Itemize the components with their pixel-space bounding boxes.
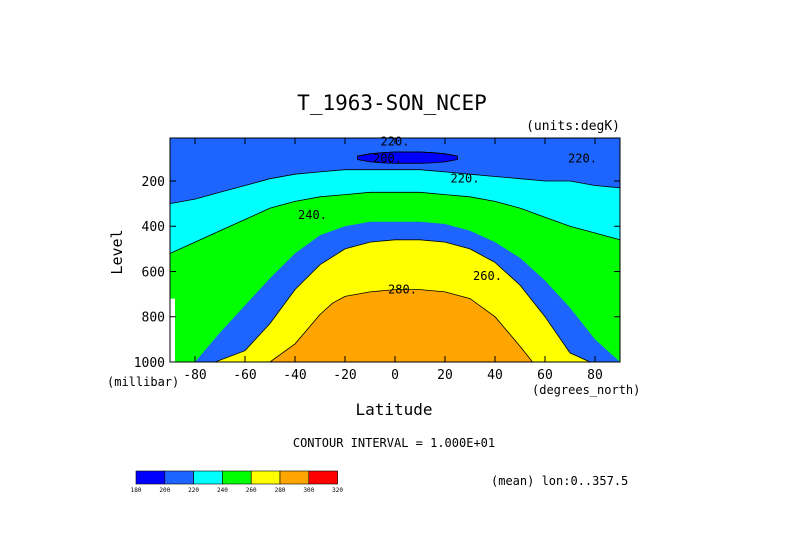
contour-line [170, 169, 620, 204]
colorbar-tick-label: 260 [246, 487, 257, 494]
x-axis-ticks: -80 -60 -40 -20 0 20 40 60 80 [183, 138, 603, 383]
contour-band-290 [270, 289, 533, 362]
contour-fills [170, 138, 620, 362]
contour-band-210 [170, 138, 620, 204]
contour-line [269, 289, 533, 362]
x-tick-label: 60 [537, 368, 553, 383]
colorbar-swatch [279, 470, 310, 485]
y-axis-ticks: 200 400 600 800 1000 [134, 175, 620, 371]
contour-line [170, 191, 620, 254]
plot-area: 220.200. 220.220.240.260.280.-80 -60 -40 -20… [134, 134, 621, 383]
colorbar-swatch [308, 470, 338, 485]
colorbar-tick-label: 240 [217, 487, 228, 494]
y-tick-label: 600 [142, 265, 165, 280]
colorbar-swatch [193, 470, 223, 485]
contour-band-190 [357, 152, 458, 164]
contour-line [214, 239, 591, 362]
x-tick-label: -80 [183, 368, 206, 383]
x-axis-label: Latitude [355, 400, 432, 419]
colorbar-tick-label: 320 [332, 487, 343, 494]
y-tick-label: 200 [142, 175, 165, 190]
y-axis-label: Level [108, 229, 126, 274]
colorbar-tick-label: 200 [159, 487, 170, 494]
x-tick-label: 20 [437, 368, 453, 383]
units-label: (units:degK) [526, 119, 620, 134]
colorbar-swatch [222, 470, 252, 485]
contour-label: 220. [451, 172, 480, 186]
x-axis-units: (degrees_north) [532, 383, 640, 397]
y-tick-label: 400 [142, 220, 165, 235]
colorbar-swatch [135, 470, 166, 485]
x-tick-label: -20 [333, 368, 356, 383]
footer-note: (mean) lon:0..357.5 [491, 474, 628, 488]
colorbar-tick-label: 180 [131, 487, 142, 494]
contour-line [357, 151, 458, 164]
chart-title: T_1963-SON_NCEP [297, 91, 487, 115]
y-axis-units: (millibar) [107, 375, 179, 389]
contour-band-230 [170, 169, 620, 254]
colorbar-tick-label: 220 [188, 487, 199, 494]
colorbar-tick-label: 300 [303, 487, 314, 494]
colorbar-swatch [250, 470, 281, 485]
contour-interval-note: CONTOUR INTERVAL = 1.000E+01 [293, 436, 495, 450]
contour-label: 280. [388, 283, 417, 297]
colorbar-tick-label: 280 [275, 487, 286, 494]
contour-label: 220. [568, 151, 597, 165]
missing-data-region [170, 298, 175, 362]
y-tick-label: 1000 [134, 356, 165, 371]
x-tick-label: -40 [283, 368, 306, 383]
x-tick-label: -60 [233, 368, 256, 383]
colorbar: 180 200 220 240 260 280 300 320 [131, 470, 343, 494]
contour-label: 260. [473, 269, 502, 283]
contour-label: 200. [373, 151, 402, 165]
colorbar-swatch [164, 470, 194, 485]
y-tick-label: 800 [142, 311, 165, 326]
contour-band-250 [170, 192, 620, 362]
x-tick-label: 80 [587, 368, 603, 383]
x-tick-label: 40 [487, 368, 503, 383]
x-tick-label: 0 [391, 368, 399, 383]
contour-label: 240. [298, 208, 327, 222]
